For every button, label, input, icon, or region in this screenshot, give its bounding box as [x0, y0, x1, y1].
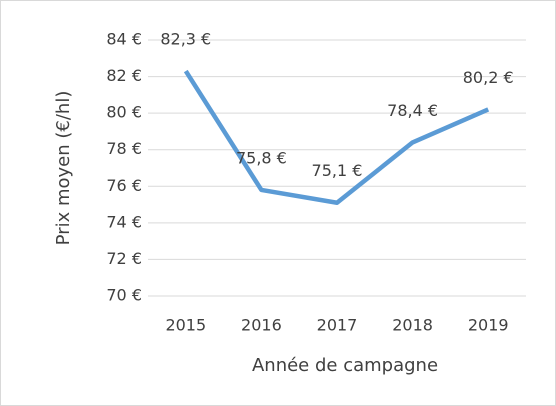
line-series	[183, 69, 490, 205]
y-tick-label: 78 €	[106, 139, 142, 158]
y-tick-label: 74 €	[106, 212, 142, 231]
y-axis-label: Prix moyen (€/hl)	[53, 91, 74, 246]
data-label: 82,3 €	[160, 30, 211, 49]
x-tick-label: 2018	[392, 316, 433, 335]
x-tick-label: 2019	[468, 316, 509, 335]
x-axis-label: Année de campagne	[252, 355, 438, 376]
data-label: 78,4 €	[387, 101, 438, 120]
y-tick-label: 70 €	[106, 286, 142, 305]
data-label: 80,2 €	[463, 68, 514, 87]
y-tick-label: 76 €	[106, 176, 142, 195]
x-tick-label: 2017	[317, 316, 358, 335]
y-tick-label: 80 €	[106, 103, 142, 122]
y-tick-label: 84 €	[106, 30, 142, 49]
x-tick-label: 2016	[241, 316, 282, 335]
x-tick-label: 2015	[165, 316, 206, 335]
data-label: 75,1 €	[312, 161, 363, 180]
y-tick-label: 72 €	[106, 249, 142, 268]
data-label: 75,8 €	[236, 148, 287, 167]
y-tick-label: 82 €	[106, 66, 142, 85]
